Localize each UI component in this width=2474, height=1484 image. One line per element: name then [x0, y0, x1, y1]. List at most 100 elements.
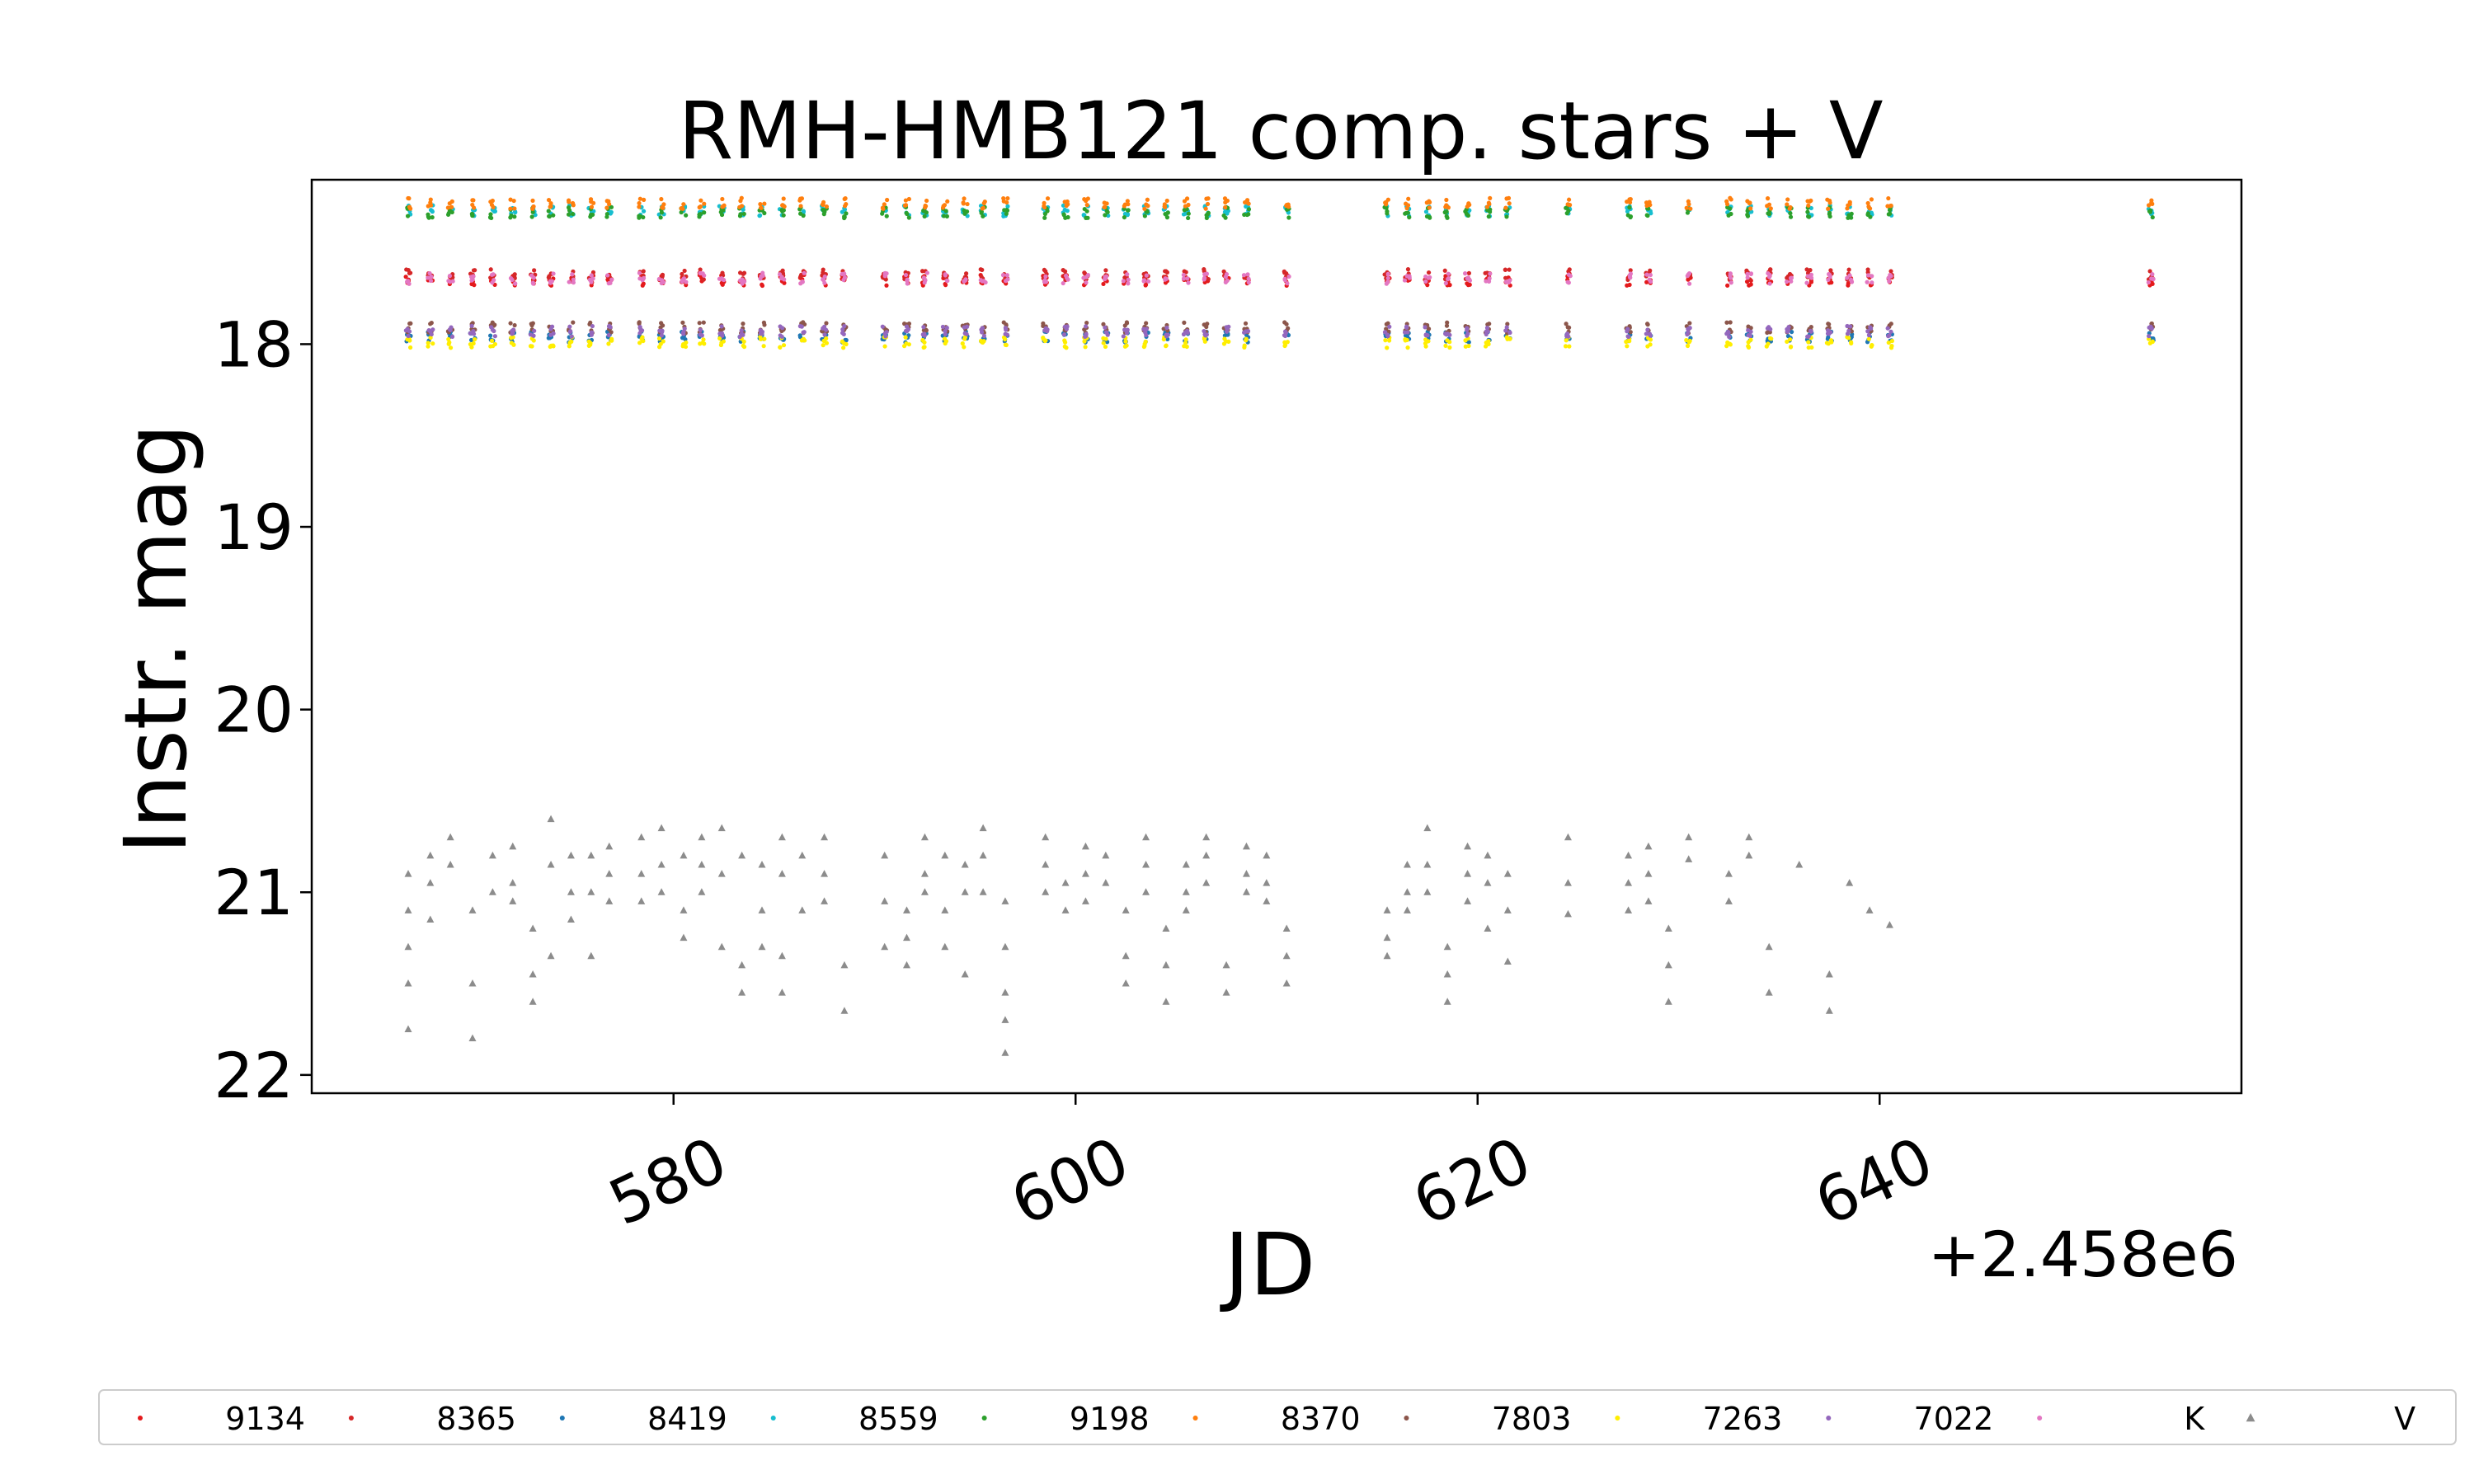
point-8370	[1125, 199, 1130, 204]
point-7022	[1164, 332, 1169, 337]
point-7022	[1043, 326, 1048, 331]
point-7022	[1825, 328, 1831, 333]
point-8370	[965, 201, 970, 207]
point-K	[1084, 275, 1089, 279]
point-8365	[1182, 269, 1187, 274]
point-7022	[1004, 327, 1009, 332]
point-8370	[759, 205, 764, 210]
point-9198	[1084, 215, 1089, 221]
point-9198	[430, 215, 435, 220]
point-V	[1423, 861, 1432, 868]
point-V	[1564, 833, 1572, 841]
point-7263	[702, 341, 707, 346]
point-7022	[1382, 330, 1388, 335]
point-8370	[1644, 203, 1649, 209]
point-K	[1826, 277, 1831, 283]
point-V	[1564, 879, 1572, 886]
point-9198	[1142, 214, 1147, 218]
point-7263	[567, 344, 571, 349]
point-9198	[604, 214, 609, 219]
point-K	[1285, 281, 1290, 286]
point-7022	[1746, 332, 1751, 338]
series-7022	[403, 323, 2154, 340]
point-7263	[1806, 340, 1811, 345]
point-7022	[680, 330, 686, 336]
point-7263	[511, 342, 516, 347]
point-9198	[449, 209, 454, 215]
point-7022	[1687, 326, 1692, 331]
point-7022	[1387, 324, 1392, 329]
point-8365	[1808, 268, 1813, 273]
point-8559	[1106, 213, 1111, 218]
point-7803	[701, 320, 706, 325]
point-7263	[1103, 336, 1108, 341]
point-9198	[566, 212, 571, 217]
point-8370	[798, 204, 803, 209]
point-7263	[781, 343, 787, 348]
point-8365	[1567, 267, 1572, 272]
point-9198	[1805, 209, 1810, 214]
point-7803	[1728, 320, 1733, 325]
point-V	[509, 879, 517, 886]
point-7022	[1083, 334, 1088, 340]
point-K	[446, 279, 451, 284]
point-8365	[1628, 268, 1633, 273]
point-7022	[1226, 324, 1231, 329]
point-7803	[1808, 325, 1813, 330]
point-K	[842, 275, 848, 280]
point-9134	[1143, 282, 1149, 287]
point-K	[1202, 275, 1207, 280]
point-K	[740, 281, 745, 286]
point-7263	[1746, 344, 1751, 349]
point-7022	[531, 333, 536, 338]
point-8370	[1084, 199, 1089, 204]
point-7022	[567, 329, 573, 335]
point-V	[404, 870, 412, 877]
point-7263	[1445, 338, 1450, 343]
point-9198	[1065, 214, 1070, 220]
point-8370	[449, 204, 454, 209]
point-V	[1664, 998, 1672, 1005]
point-9198	[1385, 211, 1390, 216]
point-K	[1061, 280, 1065, 286]
point-K	[1181, 272, 1186, 278]
point-9198	[1125, 208, 1131, 213]
point-K	[1729, 280, 1733, 285]
point-V	[587, 851, 595, 859]
point-7803	[529, 322, 534, 326]
point-9198	[1868, 214, 1873, 219]
point-7022	[1065, 324, 1070, 329]
point-7022	[880, 324, 885, 329]
point-7022	[569, 334, 574, 339]
point-7022	[1485, 329, 1490, 334]
point-V	[961, 888, 969, 895]
point-V	[1846, 879, 1854, 886]
point-8370	[470, 202, 475, 208]
point-7263	[426, 344, 430, 349]
point-9134	[640, 283, 645, 288]
point-K	[1648, 279, 1653, 284]
point-K	[1488, 271, 1493, 276]
point-K	[589, 273, 594, 278]
point-7263	[1447, 345, 1452, 350]
point-K	[1644, 272, 1649, 277]
point-K	[923, 278, 928, 283]
point-7263	[1386, 338, 1392, 343]
point-7803	[1888, 322, 1893, 326]
point-V	[1282, 979, 1291, 987]
point-7022	[943, 329, 948, 334]
point-9134	[403, 275, 408, 279]
point-7263	[656, 336, 662, 341]
point-8370	[508, 197, 513, 202]
point-8365	[641, 269, 646, 274]
point-7263	[922, 340, 927, 345]
point-8370	[1686, 202, 1691, 207]
point-V	[509, 842, 517, 850]
point-8370	[1688, 206, 1693, 211]
series-K	[404, 270, 2156, 286]
chart-title: RMH-HMB121 comp. stars + V	[678, 85, 1883, 177]
point-V	[1403, 861, 1411, 868]
point-8370	[512, 206, 517, 211]
point-8370	[489, 202, 495, 208]
series-7263	[405, 335, 2155, 350]
